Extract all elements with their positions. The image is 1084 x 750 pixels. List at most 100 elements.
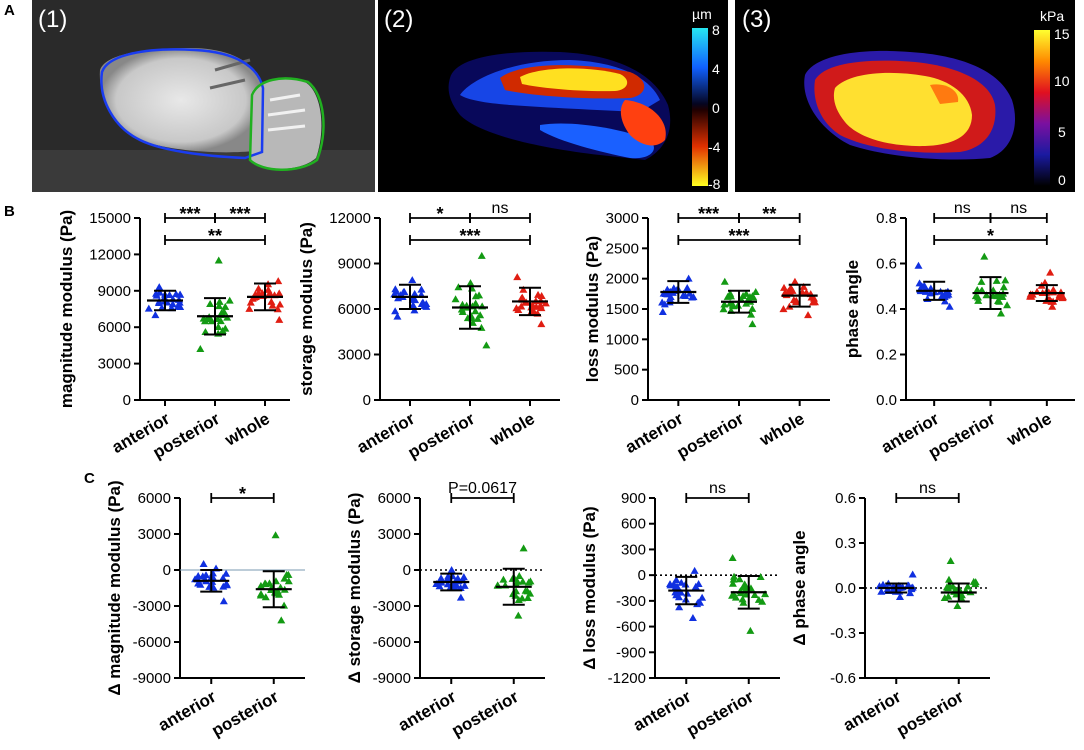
- data-point-posterior: [948, 582, 957, 590]
- data-point-posterior: [761, 590, 770, 598]
- data-point-whole: [779, 305, 788, 313]
- y-tick-label: -900: [616, 644, 646, 661]
- data-point-anterior: [391, 285, 400, 293]
- y-tick-label: 0.6: [876, 256, 897, 273]
- data-point-posterior: [750, 591, 759, 599]
- y-tick-label: 3000: [338, 347, 371, 364]
- data-point-anterior: [157, 303, 166, 311]
- data-point-anterior: [410, 289, 419, 297]
- data-point-posterior: [758, 597, 767, 605]
- image-2-displacement-map: [378, 0, 728, 192]
- data-point-whole: [275, 315, 284, 323]
- data-point-posterior: [942, 583, 951, 591]
- data-point-anterior: [658, 298, 667, 306]
- disp-tick-4: -8: [708, 176, 721, 192]
- data-point-anterior: [222, 569, 231, 577]
- data-point-posterior: [754, 595, 763, 603]
- data-point-anterior: [151, 311, 160, 319]
- data-point-posterior: [996, 309, 1005, 317]
- y-tick-label: 0.3: [835, 535, 856, 552]
- y-tick-label: 0.0: [876, 392, 897, 409]
- data-point-whole: [792, 298, 801, 306]
- chart-B1: 0 3000 6000 9000 12000 15000 magnitude modulus…: [57, 204, 290, 462]
- data-point-anterior: [409, 301, 418, 309]
- x-tick-label: whole: [756, 409, 808, 450]
- data-point-posterior: [271, 531, 280, 539]
- data-point-posterior: [748, 304, 757, 312]
- disp-tick-2: 0: [712, 100, 720, 116]
- data-point-anterior: [393, 312, 402, 320]
- data-point-anterior: [677, 578, 686, 586]
- y-tick-label: 900: [621, 490, 646, 507]
- data-point-posterior: [728, 554, 737, 561]
- y-tick-label: 6000: [338, 301, 371, 318]
- data-point-whole: [275, 300, 284, 308]
- data-point-anterior: [945, 302, 954, 310]
- data-point-anterior: [460, 581, 469, 589]
- y-axis-label: Δ storage modulus (Pa): [345, 493, 364, 684]
- significance-label: ns: [492, 200, 509, 217]
- data-point-posterior: [458, 307, 467, 315]
- significance-label: *: [436, 204, 443, 224]
- data-point-posterior: [742, 289, 751, 297]
- panel-a-images: [32, 0, 1075, 192]
- data-point-posterior: [451, 295, 460, 303]
- panel-label-c: C: [84, 470, 95, 487]
- data-point-anterior: [878, 580, 887, 588]
- data-point-posterior: [521, 586, 530, 594]
- data-point-whole: [790, 277, 799, 285]
- stiff-tick-3: 0: [1058, 172, 1066, 188]
- y-axis-label: phase angle: [843, 260, 862, 358]
- data-point-whole: [519, 285, 528, 293]
- y-tick-label: 0.4: [876, 301, 897, 318]
- data-point-posterior: [277, 616, 286, 624]
- y-tick-label: -600: [616, 619, 646, 636]
- data-point-anterior: [447, 566, 456, 573]
- data-point-posterior: [477, 323, 486, 331]
- y-axis-label: storage modulus (Pa): [297, 222, 316, 396]
- data-point-whole: [254, 284, 263, 292]
- data-point-anterior: [688, 614, 697, 621]
- significance-label: ns: [709, 480, 726, 497]
- data-point-anterior: [690, 566, 699, 574]
- disp-tick-0: 8: [712, 22, 720, 38]
- data-point-posterior: [471, 292, 480, 300]
- y-tick-label: 0.8: [876, 210, 897, 227]
- x-tick-label: whole: [486, 409, 538, 450]
- data-point-posterior: [477, 251, 486, 259]
- data-point-whole: [537, 320, 546, 328]
- y-tick-label: 6000: [378, 490, 411, 507]
- data-point-whole: [788, 286, 797, 294]
- data-point-anterior: [155, 283, 164, 291]
- data-point-anterior: [684, 274, 693, 282]
- data-point-anterior: [943, 289, 952, 297]
- data-point-posterior: [982, 291, 991, 299]
- significance-label: **: [762, 204, 776, 224]
- data-point-posterior: [953, 602, 962, 609]
- y-axis-label: magnitude modulus (Pa): [57, 210, 76, 408]
- y-tick-label: -0.3: [830, 625, 856, 642]
- data-point-anterior: [673, 582, 682, 590]
- data-point-posterior: [499, 575, 508, 583]
- x-tick-label: posterior: [448, 687, 522, 740]
- data-point-whole: [780, 283, 789, 291]
- data-point-posterior: [220, 307, 229, 315]
- data-point-posterior: [944, 575, 953, 583]
- data-point-anterior: [674, 593, 683, 601]
- data-point-posterior: [992, 291, 1001, 299]
- y-tick-label: 12000: [89, 246, 131, 263]
- stiffness-colorbar: [1034, 30, 1050, 186]
- significance-label: *: [987, 226, 994, 246]
- data-point-posterior: [201, 327, 210, 335]
- data-point-posterior: [977, 277, 986, 285]
- significance-label: ***: [459, 226, 480, 246]
- y-tick-label: -9000: [133, 670, 171, 687]
- data-point-whole: [810, 298, 819, 306]
- data-point-anterior: [914, 261, 923, 269]
- data-point-anterior: [172, 290, 181, 298]
- data-point-anterior: [144, 304, 153, 312]
- data-point-anterior: [675, 603, 684, 611]
- significance-label: ***: [698, 204, 719, 224]
- data-point-whole: [517, 302, 526, 310]
